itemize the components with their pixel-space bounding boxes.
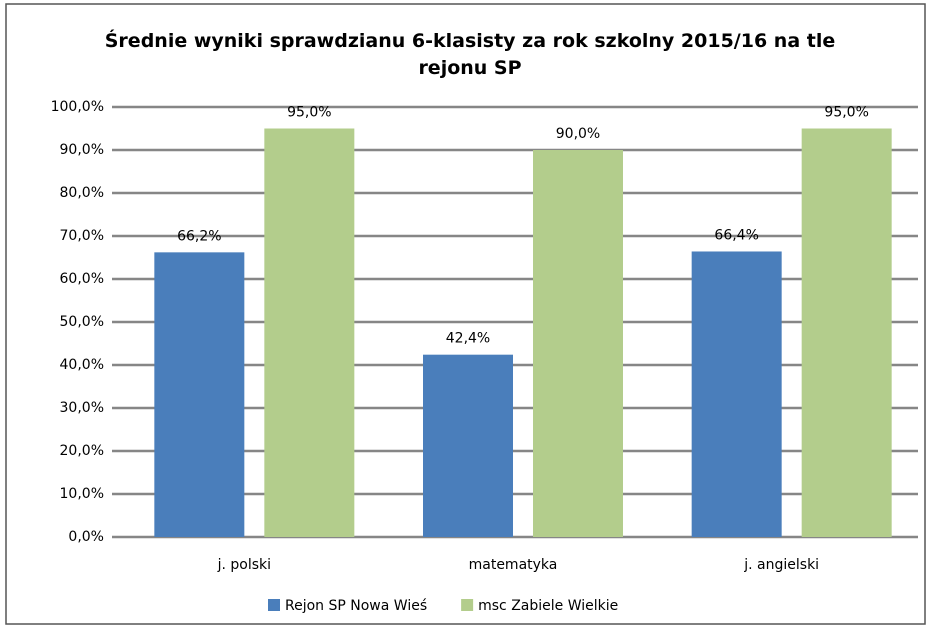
y-tick-label: 100,0% [51,99,104,115]
value-label: 42,4% [446,331,490,347]
y-tick-label: 50,0% [60,314,104,330]
bar [801,128,892,537]
legend-label: Rejon SP Nowa Wieś [285,598,427,614]
value-label: 66,4% [714,227,758,243]
value-label: 90,0% [556,126,600,142]
value-label: 95,0% [287,105,331,121]
bar [691,251,782,538]
y-tick-label: 10,0% [60,486,104,502]
bar [154,252,245,537]
y-tick-label: 0,0% [68,529,104,545]
x-tick-label: matematyka [469,557,558,573]
value-label: 95,0% [824,105,868,121]
y-tick-label: 40,0% [60,357,104,373]
bar [423,354,513,537]
legend-swatch [461,599,474,611]
y-tick-label: 60,0% [60,271,104,287]
bar [264,128,355,537]
chart-title: Średnie wyniki sprawdzianu 6-klasisty za… [104,30,836,79]
y-tick-label: 70,0% [60,228,104,244]
y-tick-label: 30,0% [60,400,104,416]
value-label: 66,2% [177,228,221,244]
y-tick-label: 80,0% [60,185,104,201]
legend-swatch [268,599,280,611]
x-tick-label: j. polski [217,557,271,573]
legend-label: msc Zabiele Wielkie [478,598,618,614]
x-tick-label: j. angielski [743,557,819,573]
y-tick-label: 90,0% [60,142,104,158]
bar [533,150,623,537]
y-tick-label: 20,0% [60,443,104,459]
